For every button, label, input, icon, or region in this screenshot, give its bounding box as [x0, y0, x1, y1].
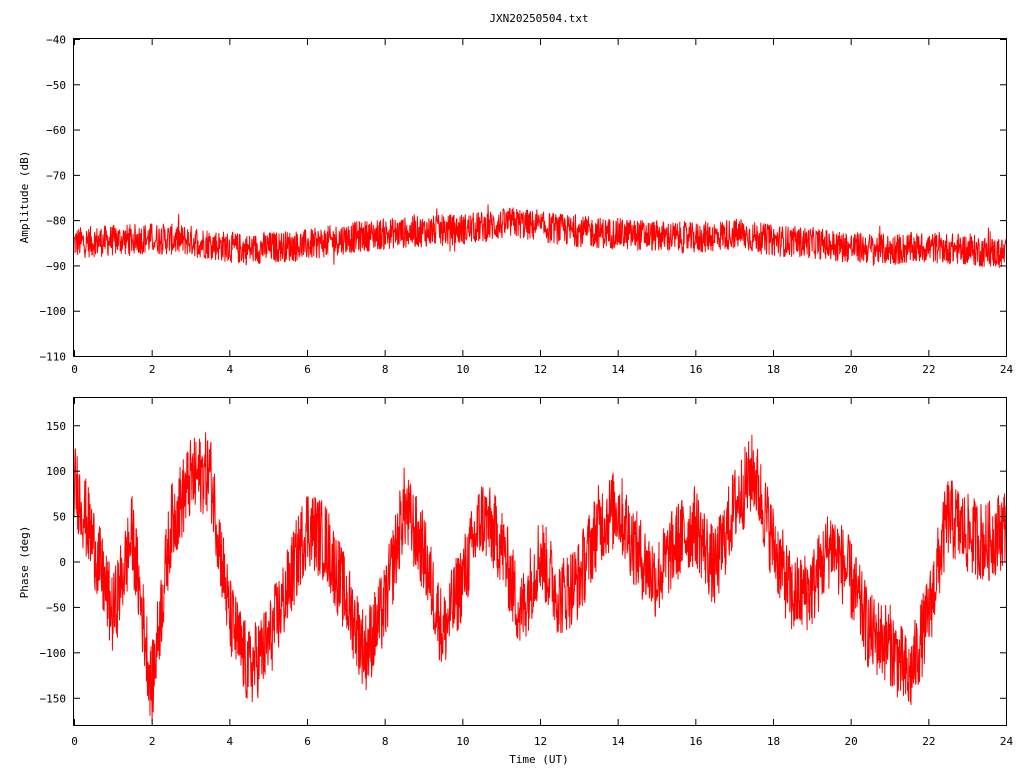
- x-tick-label: 22: [922, 735, 935, 748]
- x-tick-label: 4: [227, 363, 234, 376]
- phase-x-axis-label: Time (UT): [509, 753, 569, 766]
- x-tick-label: 2: [149, 735, 156, 748]
- x-tick-label: 10: [456, 363, 469, 376]
- amplitude-axes: 0 2 4 6 8 10 12 14 16 18 20 22 24−110−100−90−80−70−6…: [40, 34, 1014, 377]
- y-tick-label: 50: [53, 511, 66, 524]
- x-tick-label: 0: [71, 363, 78, 376]
- x-tick-label: 8: [382, 363, 389, 376]
- phase-y-axis-label: Phase (deg): [18, 526, 31, 599]
- y-tick-label: −40: [46, 34, 66, 47]
- x-tick-label: 0: [71, 735, 78, 748]
- amplitude-y-axis-label: Amplitude (dB): [18, 151, 31, 244]
- phase-panel: Phase (deg) 0 2 4 6 8 10 12 14 16 18 20 22 24−150−10…: [18, 397, 1014, 766]
- phase-plot-frame: [73, 397, 1007, 726]
- y-tick-label: −70: [46, 169, 66, 182]
- x-tick-label: 6: [304, 363, 311, 376]
- x-tick-label: 14: [612, 735, 626, 748]
- y-tick-label: −150: [40, 692, 67, 705]
- x-tick-label: 18: [767, 735, 780, 748]
- y-tick-label: −100: [40, 305, 67, 318]
- x-tick-label: 16: [689, 735, 702, 748]
- phase-series-line: [73, 432, 1007, 722]
- y-tick-label: −110: [40, 351, 67, 364]
- y-tick-label: −80: [46, 215, 66, 228]
- x-tick-label: 20: [845, 363, 858, 376]
- y-tick-label: 100: [46, 465, 66, 478]
- x-tick-label: 16: [689, 363, 702, 376]
- y-tick-label: −100: [40, 647, 67, 660]
- x-tick-label: 24: [1000, 735, 1014, 748]
- y-tick-label: −50: [46, 79, 66, 92]
- chart-title: JXN20250504.txt: [489, 12, 588, 25]
- y-tick-label: −60: [46, 124, 66, 137]
- amplitude-series-layer: [73, 204, 1007, 269]
- amplitude-plot-frame: [73, 38, 1007, 357]
- x-tick-label: 12: [534, 363, 547, 376]
- x-tick-label: 18: [767, 363, 780, 376]
- y-tick-label: 0: [59, 556, 66, 569]
- x-tick-label: 2: [149, 363, 156, 376]
- x-tick-label: 24: [1000, 363, 1014, 376]
- x-tick-label: 20: [845, 735, 858, 748]
- amplitude-panel: Amplitude (dB) 0 2 4 6 8 10 12 14 16 18 20 22 24−110…: [18, 34, 1013, 377]
- x-tick-label: 4: [227, 735, 234, 748]
- x-tick-label: 8: [382, 735, 389, 748]
- x-tick-label: 10: [456, 735, 469, 748]
- x-tick-label: 22: [922, 363, 935, 376]
- x-tick-label: 6: [304, 735, 311, 748]
- phase-series-layer: [73, 432, 1007, 722]
- amplitude-series-line: [73, 204, 1007, 269]
- y-tick-label: 150: [46, 420, 66, 433]
- y-tick-label: −50: [46, 601, 66, 614]
- x-tick-label: 12: [534, 735, 547, 748]
- x-tick-label: 14: [612, 363, 626, 376]
- y-tick-label: −90: [46, 260, 66, 273]
- phase-axes: 0 2 4 6 8 10 12 14 16 18 20 22 24−150−100−5005010015…: [40, 398, 1014, 748]
